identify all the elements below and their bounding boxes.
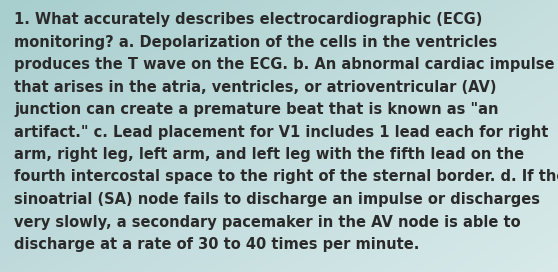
Text: very slowly, a secondary pacemaker in the AV node is able to: very slowly, a secondary pacemaker in th… xyxy=(14,215,521,230)
Text: sinoatrial (SA) node fails to discharge an impulse or discharges: sinoatrial (SA) node fails to discharge … xyxy=(14,192,540,207)
Text: produces the T wave on the ECG. b. An abnormal cardiac impulse: produces the T wave on the ECG. b. An ab… xyxy=(14,57,555,72)
Text: that arises in the atria, ventricles, or atrioventricular (AV): that arises in the atria, ventricles, or… xyxy=(14,79,497,94)
Text: fourth intercostal space to the right of the sternal border. d. If the: fourth intercostal space to the right of… xyxy=(14,169,558,184)
Text: arm, right leg, left arm, and left leg with the fifth lead on the: arm, right leg, left arm, and left leg w… xyxy=(14,147,524,162)
Text: junction can create a premature beat that is known as "an: junction can create a premature beat tha… xyxy=(14,102,498,117)
Text: monitoring? a. Depolarization of the cells in the ventricles: monitoring? a. Depolarization of the cel… xyxy=(14,35,497,50)
Text: 1. What accurately describes electrocardiographic (ECG): 1. What accurately describes electrocard… xyxy=(14,12,482,27)
Text: artifact." c. Lead placement for V1 includes 1 lead each for right: artifact." c. Lead placement for V1 incl… xyxy=(14,125,549,140)
Text: discharge at a rate of 30 to 40 times per minute.: discharge at a rate of 30 to 40 times pe… xyxy=(14,237,420,252)
